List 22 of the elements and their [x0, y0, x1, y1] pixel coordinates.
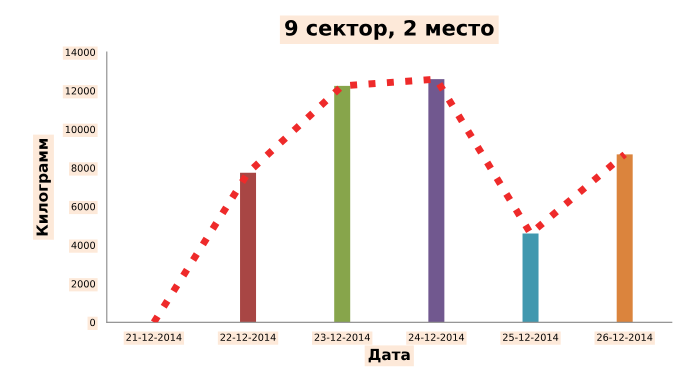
y-tick-label: 12000 [66, 87, 96, 95]
y-tick-label: 14000 [66, 48, 96, 56]
bar [428, 79, 444, 322]
bar [334, 86, 350, 322]
bar [240, 172, 256, 322]
y-tick-label: 4000 [71, 242, 96, 249]
x-tick-label: 21-12-2014 [126, 334, 182, 341]
x-tick-label: 23-12-2014 [314, 334, 370, 341]
x-tick-label: 26-12-2014 [597, 334, 652, 341]
bar [616, 154, 633, 322]
x-tick-label: 24-12-2014 [408, 334, 464, 341]
y-tick-label: 8000 [72, 164, 96, 172]
y-tick-label: 10000 [66, 126, 96, 134]
x-axis-title: Дата [368, 348, 410, 362]
chart-title: 9 сектор, 2 место [285, 20, 494, 40]
y-tick-label: 2000 [72, 280, 96, 288]
bar [522, 234, 539, 322]
y-tick-label: 6000 [72, 202, 96, 210]
y-axis-title: Килограмм [36, 138, 51, 236]
y-tick-label: 0 [90, 318, 96, 326]
x-tick-label: 22-12-2014 [220, 334, 276, 341]
x-tick-label: 25-12-2014 [502, 334, 558, 341]
